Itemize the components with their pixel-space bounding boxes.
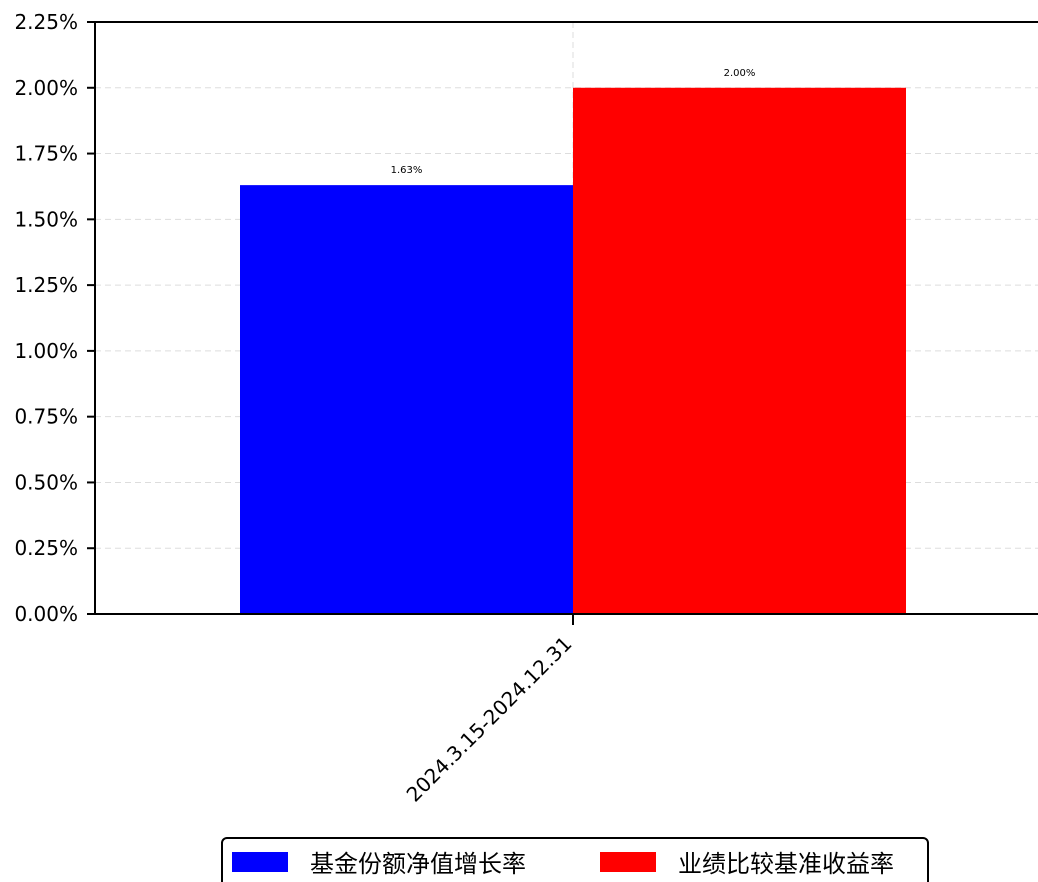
y-ticks: 0.00% 0.25% 0.50% 0.75% 1.00% 1.25% 1.50% 1.75%… xyxy=(14,10,95,626)
bars xyxy=(240,87,906,615)
legend-swatch-fund xyxy=(232,852,288,872)
legend-frame xyxy=(221,837,929,882)
data-label-fund: 1.63% xyxy=(391,165,423,176)
y-tick-label: 1.75% xyxy=(14,142,78,166)
legend-swatch-benchmark xyxy=(600,852,656,872)
x-tick: 2024.3.15-2024.12.31 xyxy=(402,614,577,807)
y-tick-label: 1.00% xyxy=(14,339,78,363)
y-tick-label: 2.25% xyxy=(14,10,78,34)
y-tick-label: 0.00% xyxy=(14,602,78,626)
y-tick-label: 1.50% xyxy=(14,207,78,231)
legend-label-benchmark: 业绩比较基准收益率 xyxy=(678,850,894,878)
bar-benchmark xyxy=(573,87,906,615)
legend-label-fund: 基金份额净值增长率 xyxy=(310,850,526,878)
legend: 基金份额净值增长率 业绩比较基准收益率 xyxy=(221,837,929,882)
y-tick-label: 2.00% xyxy=(14,76,78,100)
data-label-benchmark: 2.00% xyxy=(724,68,756,79)
bar-fund xyxy=(240,185,573,614)
y-tick-label: 0.50% xyxy=(14,470,78,494)
y-tick-label: 0.25% xyxy=(14,536,78,560)
data-labels: 1.63% 2.00% xyxy=(391,68,756,176)
x-tick-label: 2024.3.15-2024.12.31 xyxy=(402,632,577,807)
y-tick-label: 0.75% xyxy=(14,405,78,429)
y-tick-label: 1.25% xyxy=(14,273,78,297)
axes xyxy=(94,21,1038,615)
